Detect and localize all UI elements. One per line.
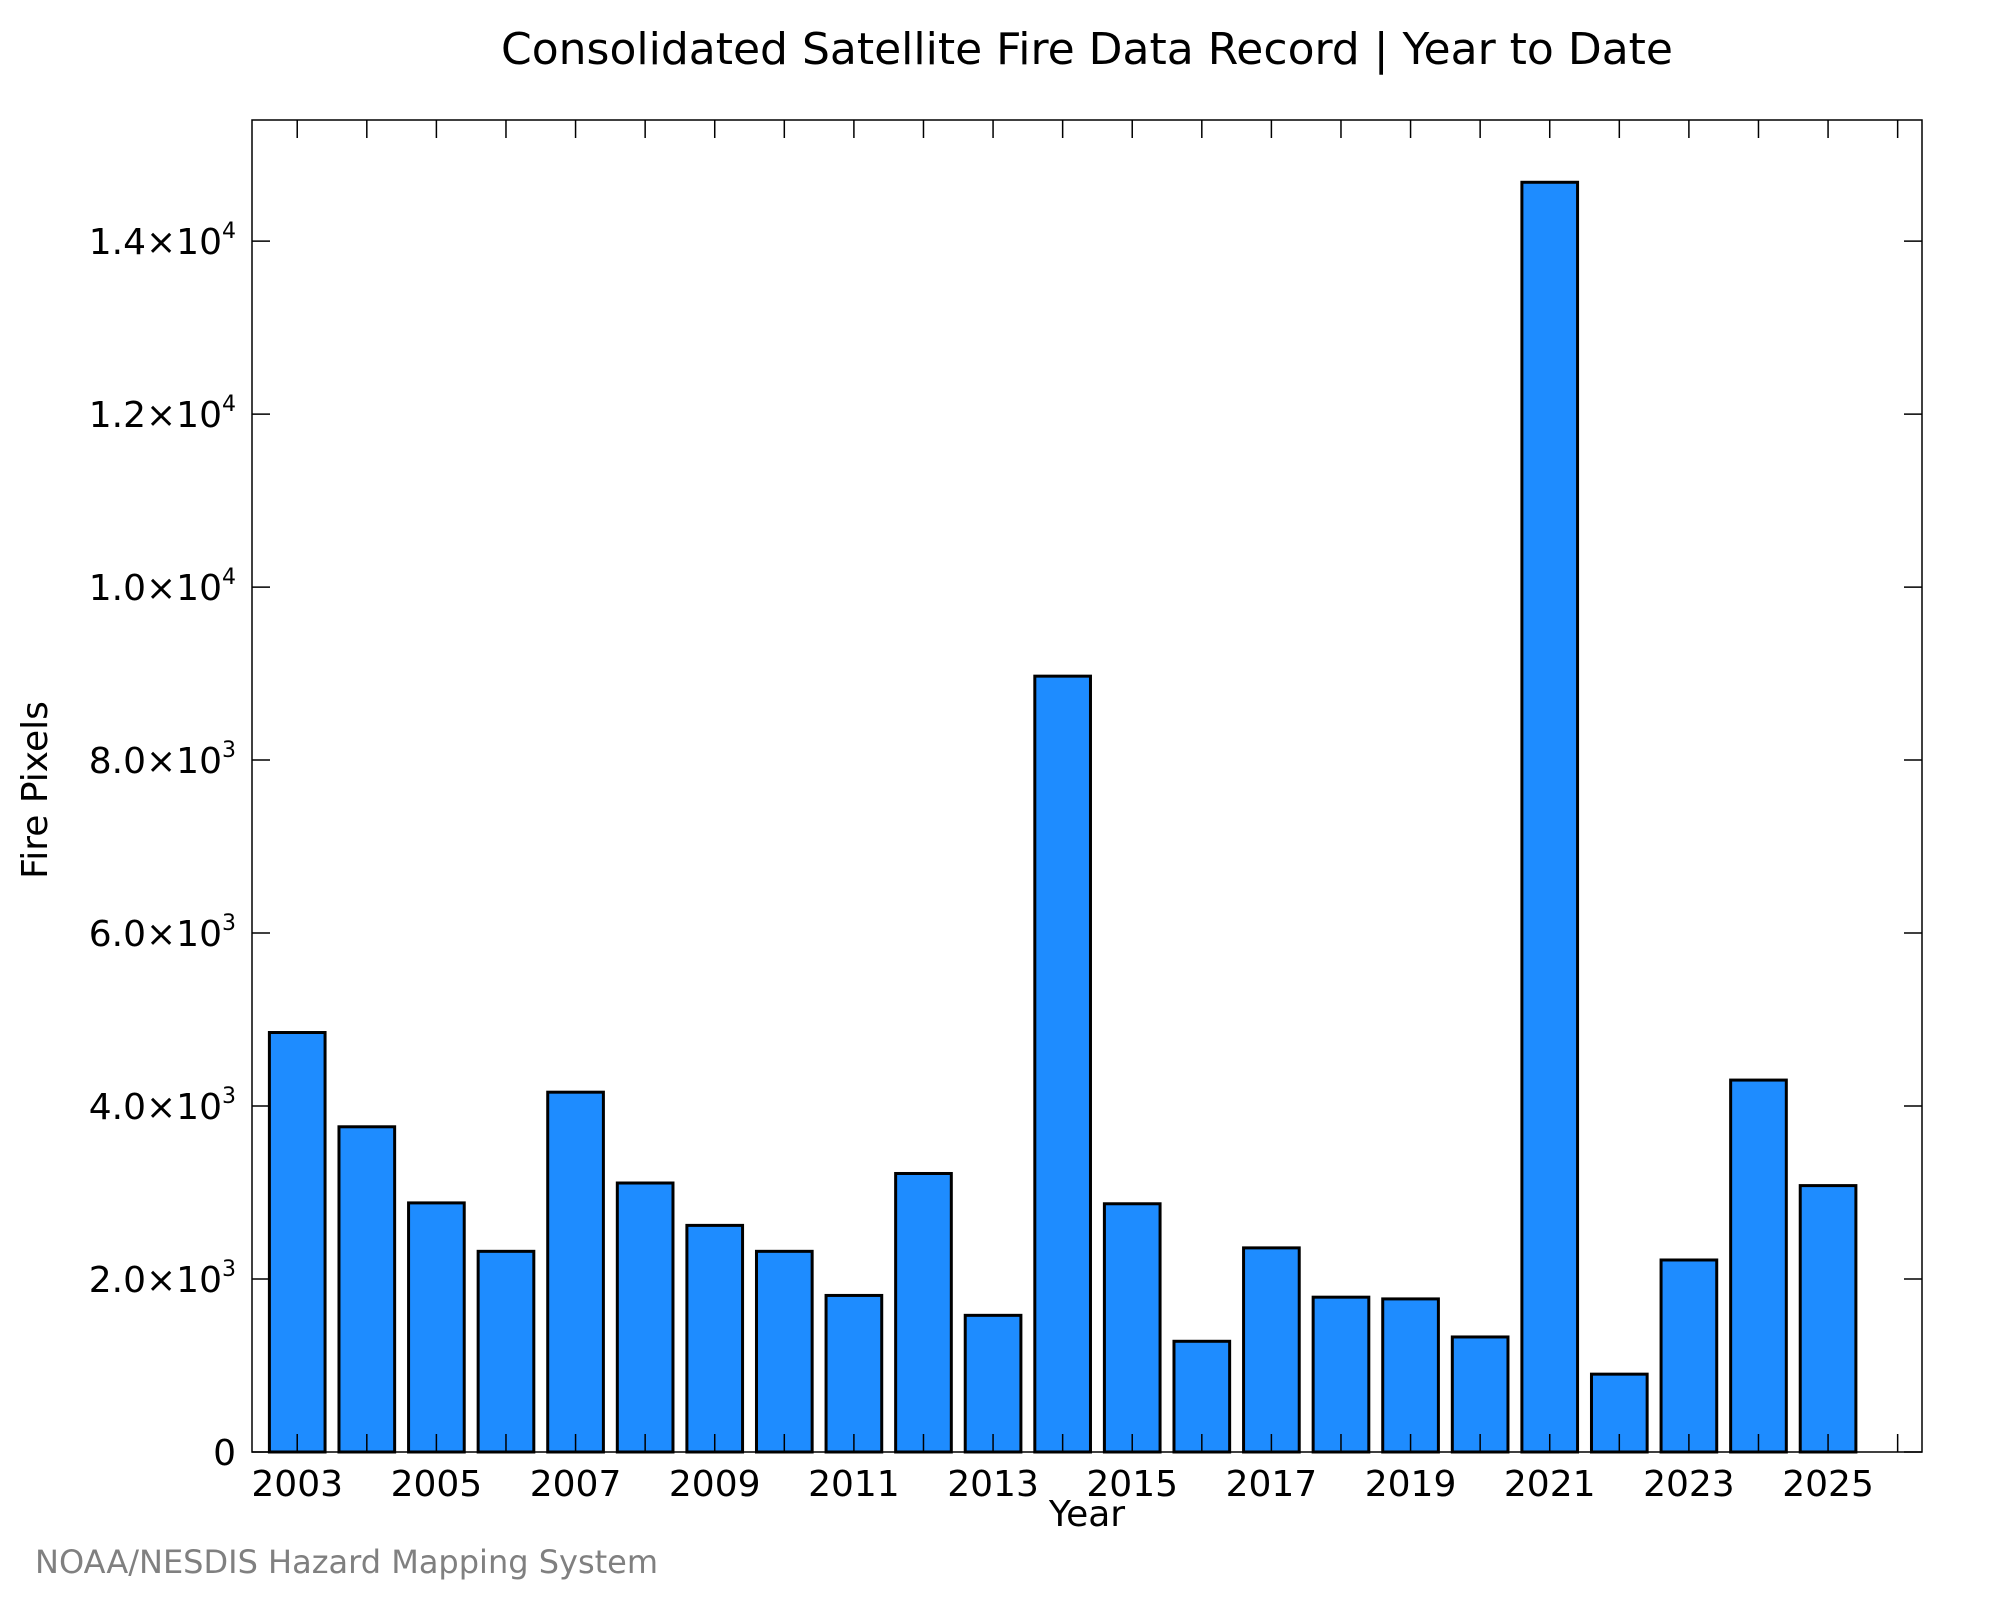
- bar-2003: [267, 1031, 327, 1454]
- x-tick-label: 2009: [669, 1464, 761, 1505]
- x-tick-label: 2025: [1782, 1464, 1874, 1505]
- x-axis-label: Year: [1048, 1494, 1125, 1535]
- x-tick-label: 2013: [947, 1464, 1039, 1505]
- bar-2018: [1311, 1295, 1371, 1454]
- y-tick-label: 1.2×104: [89, 392, 236, 436]
- bar-2009: [685, 1223, 745, 1454]
- x-tick-label: 2023: [1643, 1464, 1735, 1505]
- chart-title: Consolidated Satellite Fire Data Record …: [501, 24, 1673, 75]
- bar-2006: [476, 1249, 536, 1454]
- bar-2023: [1659, 1258, 1719, 1454]
- bar-2007: [546, 1090, 605, 1454]
- bar-2011: [824, 1293, 884, 1454]
- credit-text: NOAA/NESDIS Hazard Mapping System: [35, 1543, 658, 1581]
- bar-2015: [1102, 1202, 1162, 1454]
- x-tick-label: 2005: [391, 1464, 483, 1505]
- bar-2019: [1381, 1297, 1440, 1454]
- x-tick-labels: 2003 2005 2007 2009 2011 2013 2015 2017 2019 2021…: [251, 1464, 1873, 1505]
- x-tick-label: 2017: [1226, 1464, 1318, 1505]
- bar-2008: [615, 1181, 675, 1454]
- plot-frame: [251, 119, 1923, 1453]
- bar-2013: [963, 1313, 1023, 1454]
- y-tick-label: 6.0×103: [89, 911, 236, 955]
- bar-2024: [1729, 1078, 1788, 1454]
- bar-2005: [407, 1201, 466, 1454]
- y-tick-labels: 0 2.0×103 4.0×103 6.0×103 8.0×103 1.0×104 1.2×…: [89, 219, 236, 1474]
- x-tick-label: 2003: [251, 1464, 343, 1505]
- x-tick-label: 2007: [530, 1464, 622, 1505]
- x-tick-label: 2015: [1086, 1464, 1178, 1505]
- y-tick-label: 4.0×103: [89, 1084, 236, 1128]
- y-tick-label: 2.0×103: [89, 1257, 236, 1301]
- y-axis-label: Fire Pixels: [15, 701, 56, 879]
- y-tick-label: 0: [213, 1433, 236, 1474]
- x-tick-label: 2019: [1365, 1464, 1457, 1505]
- bar-2010: [754, 1249, 814, 1454]
- bar-2021: [1520, 180, 1580, 1454]
- ticks: [252, 120, 1922, 1453]
- y-tick-label: 8.0×103: [89, 738, 236, 782]
- bar-2017: [1242, 1246, 1301, 1454]
- y-tick-label: 1.0×104: [89, 565, 236, 609]
- bar-2012: [894, 1171, 953, 1454]
- bar-2025: [1798, 1184, 1858, 1454]
- bars: [267, 180, 1858, 1454]
- x-tick-label: 2021: [1504, 1464, 1596, 1505]
- bar-2004: [337, 1125, 397, 1454]
- bar-2014: [1033, 674, 1092, 1454]
- y-tick-label: 1.4×104: [89, 219, 236, 263]
- x-tick-label: 2011: [808, 1464, 900, 1505]
